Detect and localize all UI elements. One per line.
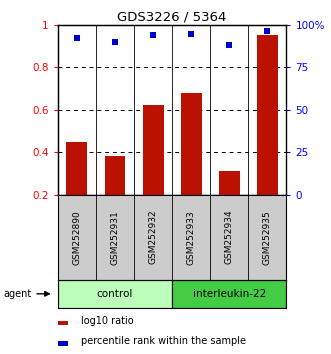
Bar xyxy=(58,280,172,308)
Point xyxy=(188,32,194,37)
Point xyxy=(150,33,156,38)
Text: log10 ratio: log10 ratio xyxy=(81,316,133,326)
Title: GDS3226 / 5364: GDS3226 / 5364 xyxy=(118,11,227,24)
Text: GSM252934: GSM252934 xyxy=(225,210,234,264)
Text: control: control xyxy=(97,289,133,299)
Point xyxy=(264,28,270,34)
Bar xyxy=(58,341,68,346)
Text: interleukin-22: interleukin-22 xyxy=(193,289,266,299)
Text: percentile rank within the sample: percentile rank within the sample xyxy=(81,336,246,346)
Bar xyxy=(67,142,87,195)
Bar xyxy=(219,171,240,195)
Text: GSM252890: GSM252890 xyxy=(72,210,81,264)
Text: GSM252931: GSM252931 xyxy=(111,210,119,264)
Bar xyxy=(58,321,68,325)
Text: GSM252935: GSM252935 xyxy=(263,210,272,264)
Bar xyxy=(105,156,125,195)
Text: GSM252932: GSM252932 xyxy=(149,210,158,264)
Point xyxy=(74,35,79,40)
Point xyxy=(226,42,232,48)
Point xyxy=(112,39,118,45)
Text: GSM252933: GSM252933 xyxy=(187,210,196,264)
Bar xyxy=(181,93,202,195)
Bar xyxy=(172,280,286,308)
Bar xyxy=(257,35,278,195)
Text: agent: agent xyxy=(3,289,31,299)
Bar xyxy=(143,105,164,195)
